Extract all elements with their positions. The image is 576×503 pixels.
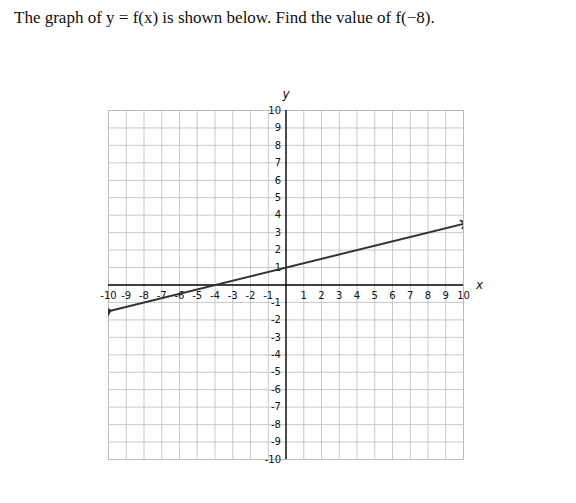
svg-text:-9: -9 xyxy=(121,290,131,301)
svg-text:-3: -3 xyxy=(271,332,281,343)
svg-text:10: 10 xyxy=(268,105,281,116)
svg-text:-6: -6 xyxy=(174,290,185,302)
svg-text:7: 7 xyxy=(407,290,413,301)
svg-text:3: 3 xyxy=(336,290,342,301)
svg-text:8: 8 xyxy=(275,140,281,151)
svg-text:5: 5 xyxy=(372,290,378,301)
svg-text:6: 6 xyxy=(389,290,395,301)
svg-text:-2: -2 xyxy=(246,290,256,301)
svg-text:-9: -9 xyxy=(271,436,281,447)
svg-text:-8: -8 xyxy=(271,419,281,430)
svg-text:-8: -8 xyxy=(139,290,149,301)
svg-text:6: 6 xyxy=(275,175,281,186)
svg-text:-10: -10 xyxy=(265,454,281,465)
svg-text:2: 2 xyxy=(318,290,324,301)
svg-text:1: 1 xyxy=(274,261,281,273)
svg-text:-5: -5 xyxy=(271,366,281,377)
html-text:The graph of y = f(x) is shown: The graph of y = f(x) is shown below. Fi… xyxy=(14,8,435,27)
svg-text:-10: -10 xyxy=(100,290,116,301)
svg-text:-3: -3 xyxy=(228,290,238,301)
svg-text:9: 9 xyxy=(443,290,449,301)
svg-text:-7: -7 xyxy=(271,401,281,412)
svg-text:-6: -6 xyxy=(271,384,281,395)
svg-text:-4: -4 xyxy=(271,349,281,360)
svg-text:3: 3 xyxy=(275,227,281,238)
svg-text:-2: -2 xyxy=(271,314,281,325)
svg-text:10: 10 xyxy=(457,290,470,301)
svg-text:-5: -5 xyxy=(192,290,202,301)
svg-text:9: 9 xyxy=(275,122,281,133)
svg-text:x: x xyxy=(475,278,484,292)
svg-text:y: y xyxy=(281,87,290,101)
svg-text:-1: -1 xyxy=(263,290,274,302)
svg-text:2: 2 xyxy=(275,244,281,255)
svg-text:5: 5 xyxy=(275,192,281,203)
svg-text:-1: -1 xyxy=(271,297,281,308)
svg-text:7: 7 xyxy=(275,157,281,168)
svg-text:4: 4 xyxy=(275,209,281,220)
svg-text:-7: -7 xyxy=(156,290,167,302)
svg-text:4: 4 xyxy=(354,290,360,301)
svg-text:8: 8 xyxy=(425,290,431,301)
svg-text:1: 1 xyxy=(301,290,307,301)
svg-text:-4: -4 xyxy=(210,290,220,301)
